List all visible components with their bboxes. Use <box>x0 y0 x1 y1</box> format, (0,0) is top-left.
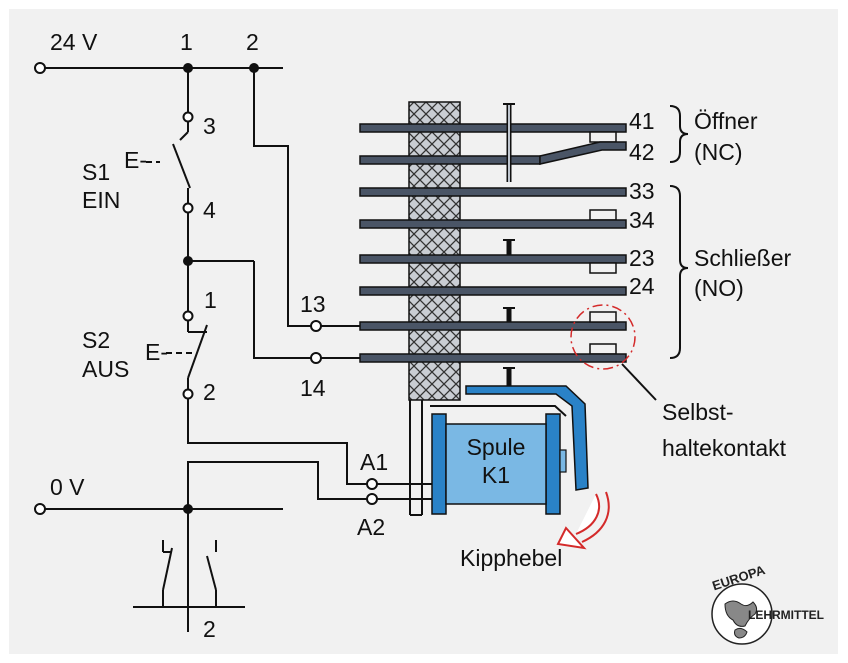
s2-sub: AUS <box>82 356 129 382</box>
wire-to-14 <box>253 261 314 359</box>
circuit-nodes <box>34 62 378 515</box>
relay-mechanism: Spule K1 <box>359 101 657 550</box>
s1-sub: EIN <box>82 187 120 213</box>
s1-pin-top: 3 <box>203 113 216 139</box>
label-24v: 24 V <box>50 29 98 55</box>
contact-41: 41 <box>629 108 655 134</box>
coil-label-line2: K1 <box>482 462 510 488</box>
nc-label-1: Öffner <box>694 108 758 134</box>
no-label-2: (NO) <box>694 275 744 301</box>
coil-label-line1: Spule <box>467 434 526 460</box>
group-braces <box>669 105 689 359</box>
push-rods <box>503 103 515 388</box>
contact-34: 34 <box>629 207 655 233</box>
contact-springs <box>359 123 627 363</box>
junction-s1-s2 <box>183 256 193 266</box>
s2-pin-bottom: 2 <box>203 379 216 405</box>
terminal-13 <box>310 320 322 332</box>
terminal-a2 <box>366 493 378 505</box>
contact-carrier <box>408 101 461 401</box>
wire-s2-a1 <box>187 398 368 485</box>
s2-name: S2 <box>82 327 110 353</box>
self-hold-marker <box>570 304 636 370</box>
label-a2: A2 <box>357 514 385 540</box>
contact-24: 24 <box>629 273 655 299</box>
no-label-1: Schließer <box>694 245 791 271</box>
terminal-14 <box>310 352 322 364</box>
s1-pin-bottom: 4 <box>203 197 216 223</box>
wire-to-13 <box>253 68 314 327</box>
lever-arrow <box>556 491 610 550</box>
s2-pin-top: 1 <box>204 287 217 313</box>
wire-0v-a2 <box>187 461 368 509</box>
terminal-0v <box>34 503 46 515</box>
lever-label: Kipphebel <box>460 545 562 571</box>
nc-label-2: (NC) <box>694 139 743 165</box>
contact-42: 42 <box>629 139 655 165</box>
label-node1: 1 <box>180 29 193 55</box>
label-a1: A1 <box>360 449 388 475</box>
junction-node1 <box>183 63 193 73</box>
terminal-a1 <box>366 478 378 490</box>
symbol-label: 2 <box>203 616 216 642</box>
label-0v: 0 V <box>50 474 85 500</box>
s1-name: S1 <box>82 159 110 185</box>
contact-23: 23 <box>629 245 655 271</box>
label-13: 13 <box>300 291 326 317</box>
contact-symbol-2 <box>133 509 245 632</box>
label-14: 14 <box>300 375 326 401</box>
switch-s2 <box>166 321 208 389</box>
label-node2: 2 <box>246 29 259 55</box>
self-hold-label-1: Selbst- <box>662 399 734 425</box>
terminal-24v <box>34 62 46 74</box>
europa-lehrmittel-logo: EUROPA LEHRMITTEL <box>710 562 824 645</box>
switch-s1 <box>146 122 191 203</box>
relay-coil: Spule K1 <box>431 413 567 515</box>
armature-lever <box>430 385 589 491</box>
contact-33: 33 <box>629 178 655 204</box>
s2-actuator: E- <box>145 339 168 365</box>
s1-actuator: E- <box>124 147 147 173</box>
self-hold-label-2: haltekontakt <box>662 435 787 461</box>
logo-text-side: LEHRMITTEL <box>748 608 824 622</box>
junction-node2 <box>249 63 259 73</box>
